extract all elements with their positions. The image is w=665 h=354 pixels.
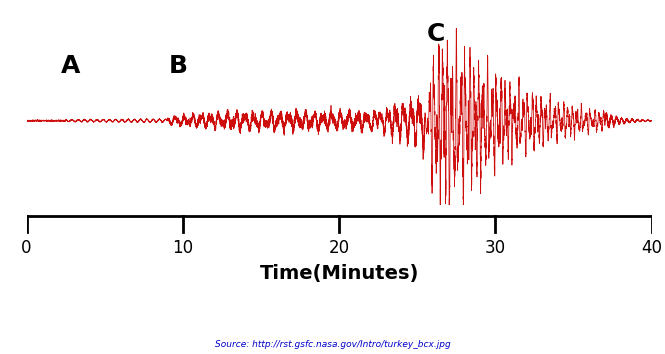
Text: 10: 10 (172, 239, 194, 257)
Text: 0: 0 (21, 239, 32, 257)
Text: Source: http://rst.gsfc.nasa.gov/Intro/turkey_bcx.jpg: Source: http://rst.gsfc.nasa.gov/Intro/t… (215, 340, 450, 349)
Text: C: C (427, 22, 446, 46)
Text: Time(Minutes): Time(Minutes) (259, 264, 419, 283)
Text: 40: 40 (641, 239, 662, 257)
Text: 30: 30 (485, 239, 506, 257)
Text: B: B (169, 54, 188, 78)
Text: 20: 20 (329, 239, 350, 257)
Text: A: A (61, 54, 80, 78)
